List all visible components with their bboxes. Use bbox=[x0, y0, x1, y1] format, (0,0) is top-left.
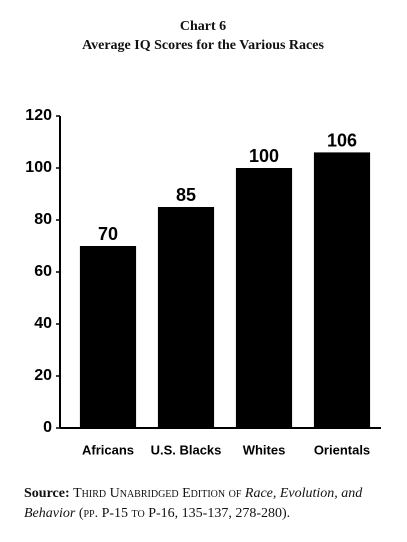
y-tick-label: 80 bbox=[34, 211, 52, 228]
value-label: 85 bbox=[176, 185, 196, 205]
source-text: Third Unabridged Edition of bbox=[73, 486, 245, 501]
source-pages: (pp. P-15 to P-16, 135-137, 278-280). bbox=[75, 506, 291, 521]
y-tick-label: 120 bbox=[25, 107, 52, 124]
bar bbox=[157, 207, 215, 428]
chart: Chart 6 Average IQ Scores for the Variou… bbox=[25, 19, 381, 457]
bar bbox=[79, 246, 137, 428]
value-label: 100 bbox=[249, 146, 279, 166]
value-label: 106 bbox=[327, 130, 357, 150]
x-tick-label: Orientals bbox=[314, 442, 370, 457]
source-note: Source: Third Unabridged Edition of Race… bbox=[24, 484, 394, 524]
y-tick-label: 60 bbox=[34, 263, 52, 280]
x-tick-label: Africans bbox=[82, 442, 134, 457]
y-tick-label: 100 bbox=[25, 159, 52, 176]
y-tick-label: 0 bbox=[43, 419, 52, 436]
chart-title: Chart 6 bbox=[180, 19, 226, 34]
source-label: Source: bbox=[24, 486, 70, 501]
source-title: Race, Evolution, and Behavior bbox=[24, 486, 363, 521]
bar bbox=[313, 152, 371, 428]
bar bbox=[235, 168, 293, 428]
x-tick-label: U.S. Blacks bbox=[151, 442, 222, 457]
x-tick-label: Whites bbox=[243, 442, 286, 457]
chart-subtitle: Average IQ Scores for the Various Races bbox=[82, 38, 324, 53]
y-tick-label: 20 bbox=[34, 367, 52, 384]
y-tick-label: 40 bbox=[34, 315, 52, 332]
value-label: 70 bbox=[98, 224, 118, 244]
